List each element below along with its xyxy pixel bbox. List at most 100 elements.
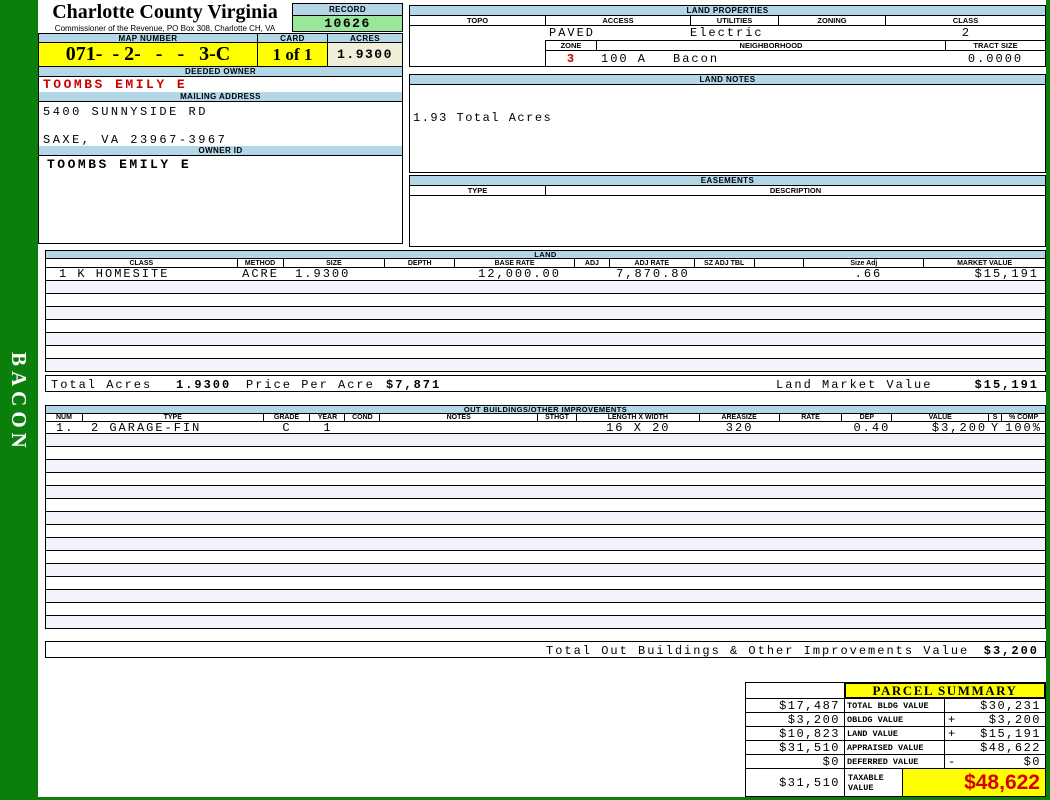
parcel-summary-row: $17,487 TOTAL BLDG VALUE $30,231	[745, 699, 1046, 713]
owner-panel-empty-area	[38, 173, 403, 244]
land-cell: ACRE	[242, 267, 279, 281]
land-cell: 7,870.80	[616, 267, 690, 281]
taxable-prior-value: $31,510	[745, 769, 845, 797]
out-buildings-col-grade: GRADE	[264, 414, 311, 421]
land-empty-row	[45, 307, 1046, 320]
out-buildings-total-value: $3,200	[983, 644, 1039, 658]
easement-description-label: DESCRIPTION	[769, 186, 822, 195]
out-buildings-empty-row	[45, 603, 1046, 616]
out-buildings-col-sthgt: STHGT	[538, 414, 577, 421]
out-buildings-col-year: YEAR	[310, 414, 346, 421]
taxable-value-row: $31,510 TAXABLE VALUE $48,622	[745, 769, 1046, 797]
record-label: RECORD	[292, 3, 403, 16]
parcel-summary-operator: +	[948, 713, 957, 727]
land-properties-headers: TOPO ACCESS UTILITIES ZONING CLASS	[410, 16, 1045, 26]
district-sidebar-label: BACON	[7, 352, 31, 453]
address-line-1: 5400 SUNNYSIDE RD	[43, 105, 208, 119]
parcel-summary-prior-value: $10,823	[745, 727, 845, 741]
land-properties-col-utilities: UTILITIES	[691, 16, 779, 25]
parcel-summary-row: $0 DEFERRED VALUE - $0	[745, 755, 1046, 769]
parcel-summary-value: $30,231	[945, 699, 1046, 713]
out-buildings-empty-row	[45, 447, 1046, 460]
zone-values: 3 100 A Bacon 0.0000	[546, 51, 1045, 66]
parcel-summary-row: $10,823 LAND VALUE + $15,191	[745, 727, 1046, 741]
out-buildings-empty-row	[45, 577, 1046, 590]
easements-body	[410, 196, 1045, 246]
land-empty-row	[45, 281, 1046, 294]
county-title: Charlotte County Virginia	[52, 1, 278, 23]
out-buildings-cell: 0.40	[853, 420, 891, 435]
zone-subsection: ZONE NEIGHBORHOOD TRACT SIZE 3 100 A Bac…	[545, 40, 1045, 66]
land-cell: 1 K HOMESITE	[59, 267, 170, 281]
record-sheet: Charlotte County Virginia Commissioner o…	[38, 0, 1046, 797]
land-cell: 12,000.00	[478, 267, 561, 281]
out-buildings-empty-rows	[45, 434, 1046, 629]
out-buildings-empty-row	[45, 460, 1046, 473]
out-buildings-col-areasize: AREASIZE	[700, 414, 780, 421]
commissioner-line: Commissioner of the Revenue, PO Box 308,…	[54, 24, 276, 33]
land-col-sz-adj-tbl: SZ ADJ TBL	[695, 259, 755, 267]
land-empty-row	[45, 320, 1046, 333]
price-per-acre-label: Price Per Acre	[246, 378, 375, 392]
land-properties-title: LAND PROPERTIES	[410, 6, 1045, 16]
out-buildings-cell: 100%	[1005, 420, 1042, 435]
owner-panel: Charlotte County Virginia Commissioner o…	[38, 0, 403, 244]
land-notes-body: 1.93 Total Acres	[410, 85, 1045, 172]
land-col-market-value: MARKET VALUE	[957, 259, 1013, 267]
class-value: 2	[961, 26, 972, 40]
zone-label: ZONE	[546, 41, 597, 50]
land-properties-col-class: CLASS	[952, 16, 979, 25]
out-buildings-empty-row	[45, 473, 1046, 486]
parcel-summary-rows: $17,487 TOTAL BLDG VALUE $30,231 $3,200 OBLD…	[745, 699, 1046, 769]
parcel-summary-value: - $0	[945, 755, 1046, 769]
out-buildings-data-row: 1. 2 GARAGE-FIN C 1 16 X 20 320 0.40 $3,200 Y 100…	[45, 422, 1046, 434]
parcel-summary-prior-value: $3,200	[745, 713, 845, 727]
parcel-summary-row: $31,510 APPRAISED VALUE $48,622	[745, 741, 1046, 755]
land-properties-col-access: ACCESS	[546, 16, 691, 25]
land-cell: $15,191	[974, 267, 1039, 281]
land-title: LAND	[45, 250, 1046, 259]
parcel-summary-label: OBLDG VALUE	[845, 713, 945, 727]
out-buildings-col-rate: RATE	[780, 414, 843, 421]
land-totals-row: Total Acres 1.9300 Price Per Acre $7,871…	[45, 375, 1046, 392]
out-buildings-empty-row	[45, 538, 1046, 551]
record-value: 10626	[292, 16, 403, 32]
land-properties-values: PAVED Electric 2	[410, 26, 1045, 40]
land-notes-title: LAND NOTES	[410, 75, 1045, 85]
mailing-address-label: MAILING ADDRESS	[38, 92, 403, 102]
out-buildings-col-dep: DEP	[842, 414, 893, 421]
out-buildings-cell: 1.	[56, 420, 75, 435]
out-buildings-col-length-x-width: LENGTH X WIDTH	[577, 414, 700, 421]
parcel-summary-prior-value: $0	[745, 755, 845, 769]
map-card-acres-headers: MAP NUMBER CARD ACRES	[38, 33, 403, 43]
land-col-method: METHOD	[238, 259, 284, 267]
out-buildings-empty-row	[45, 564, 1046, 577]
out-buildings-empty-row	[45, 434, 1046, 447]
parcel-summary-header: PARCEL SUMMARY	[745, 682, 1046, 699]
utilities-value: Electric	[690, 26, 764, 40]
tract-size-label: TRACT SIZE	[973, 41, 1018, 50]
land-table-rows: 1 K HOMESITE ACRE 1.9300 12,000.00 7,870.80.…	[45, 268, 1046, 281]
taxable-value: $48,622	[903, 769, 1046, 797]
out-buildings-cell: C	[282, 420, 292, 435]
land-section: LAND CLASS METHOD SIZE DEPTH BASE RATE ADJ ADJ…	[45, 250, 1046, 392]
parcel-summary-prior-value: $31,510	[745, 741, 845, 755]
out-buildings-col-value: VALUE	[892, 414, 990, 421]
land-col-spacer	[755, 259, 805, 267]
land-note: 1.93 Total Acres	[413, 111, 553, 125]
out-buildings-empty-row	[45, 499, 1046, 512]
out-buildings-section: OUT BUILDINGS/OTHER IMPROVEMENTS NUM TYPE…	[45, 405, 1046, 658]
card-label: CARD	[258, 33, 328, 43]
out-buildings-empty-row	[45, 525, 1046, 538]
out-buildings-col-notes: NOTES	[380, 414, 539, 421]
land-properties-col-topo: TOPO	[410, 16, 546, 25]
owner-id-label: OWNER ID	[38, 146, 403, 156]
title-block: Charlotte County Virginia Commissioner o…	[38, 0, 403, 33]
land-cell: .66	[854, 267, 883, 281]
land-col-depth: DEPTH	[385, 259, 456, 267]
acres-label: ACRES	[328, 33, 403, 43]
out-buildings-title: OUT BUILDINGS/OTHER IMPROVEMENTS	[45, 405, 1046, 414]
easements-headers: TYPE DESCRIPTION	[410, 186, 1045, 196]
land-notes-section: LAND NOTES 1.93 Total Acres	[409, 74, 1046, 173]
